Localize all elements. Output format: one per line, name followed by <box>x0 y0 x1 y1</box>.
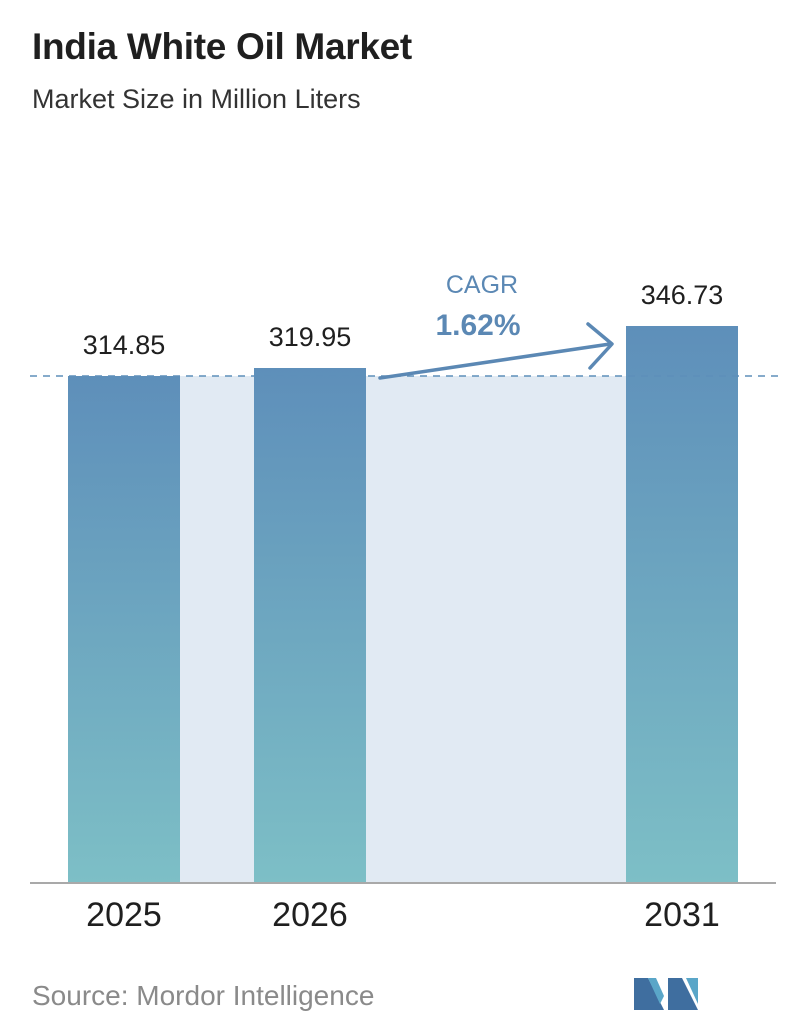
cagr-value: 1.62% <box>435 309 520 342</box>
x-tick-labels: 2025 2026 2031 <box>86 896 720 934</box>
value-labels: 314.85 319.95 346.73 <box>83 280 724 360</box>
cagr-label: CAGR <box>446 271 518 299</box>
cagr-arrow-icon <box>378 342 612 380</box>
bar-2025 <box>68 376 180 883</box>
chart-title: India White Oil Market <box>32 26 412 67</box>
bar-chart: 314.85 319.95 346.73 2025 2026 2031 CAGR 1.6… <box>30 271 780 934</box>
source-text: Source: Mordor Intelligence <box>32 980 375 1011</box>
x-tick-2025: 2025 <box>86 896 162 934</box>
bars <box>68 326 738 884</box>
bar-2026 <box>254 368 366 884</box>
cagr-arrowhead-icon <box>586 322 614 370</box>
bar-2031 <box>626 326 738 883</box>
x-tick-2026: 2026 <box>272 896 348 934</box>
mordor-intelligence-logo-icon <box>634 978 698 1010</box>
x-tick-2031: 2031 <box>644 896 720 934</box>
chart-subtitle: Market Size in Million Liters <box>32 84 361 114</box>
value-label-2031: 346.73 <box>641 280 724 310</box>
value-label-2025: 314.85 <box>83 330 166 360</box>
cagr-annotation: CAGR 1.62% <box>378 271 614 380</box>
value-label-2026: 319.95 <box>269 322 352 352</box>
